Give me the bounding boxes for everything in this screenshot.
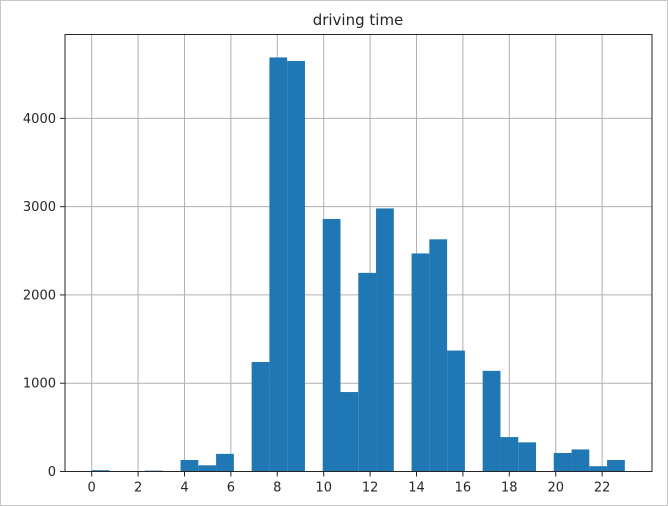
histogram-bar [518,442,536,472]
histogram-bar [358,272,377,472]
histogram-bar [198,465,217,472]
histogram-bar [91,470,110,472]
x-tick-label: 16 [455,481,472,496]
chart-title: driving time [313,11,404,29]
bars [91,57,625,472]
histogram-bar [553,452,572,472]
histogram-bar [607,460,625,472]
x-tick-label: 14 [408,481,425,496]
x-tick-label: 22 [594,481,611,496]
x-tick-label: 8 [273,481,281,496]
y-axis: 0 1000 2000 3000 4000 [23,112,65,480]
y-tick-label: 0 [48,465,56,480]
histogram-bar [482,370,501,472]
histogram-bar [340,392,359,472]
x-tick-label: 0 [88,481,96,496]
histogram-bar [571,449,590,472]
histogram-bar [180,460,199,472]
x-tick-label: 2 [134,481,142,496]
x-tick-label: 6 [227,481,235,496]
histogram-bar [500,437,519,472]
histogram-bar [376,208,394,472]
histogram-bar [287,60,305,472]
histogram-bar [251,362,270,472]
plot-area-border [64,34,653,472]
y-tick-label: 2000 [23,288,56,303]
y-tick-label: 4000 [23,112,56,127]
histogram-bar [322,219,341,472]
x-tick-label: 12 [362,481,379,496]
histogram-bar [411,253,430,472]
x-tick-label: 18 [501,481,518,496]
x-axis: 0 2 4 6 8 10 12 14 16 18 20 22 [88,471,611,496]
histogram-bar [589,466,608,472]
y-tick-label: 3000 [23,200,56,215]
histogram-bar [216,453,234,472]
y-tick-label: 1000 [23,377,56,392]
x-tick-label: 4 [180,481,188,496]
histogram-bar [447,350,465,472]
histogram-bar [269,57,288,472]
x-tick-label: 10 [315,481,332,496]
histogram-bar [429,239,448,472]
x-tick-label: 20 [547,481,564,496]
